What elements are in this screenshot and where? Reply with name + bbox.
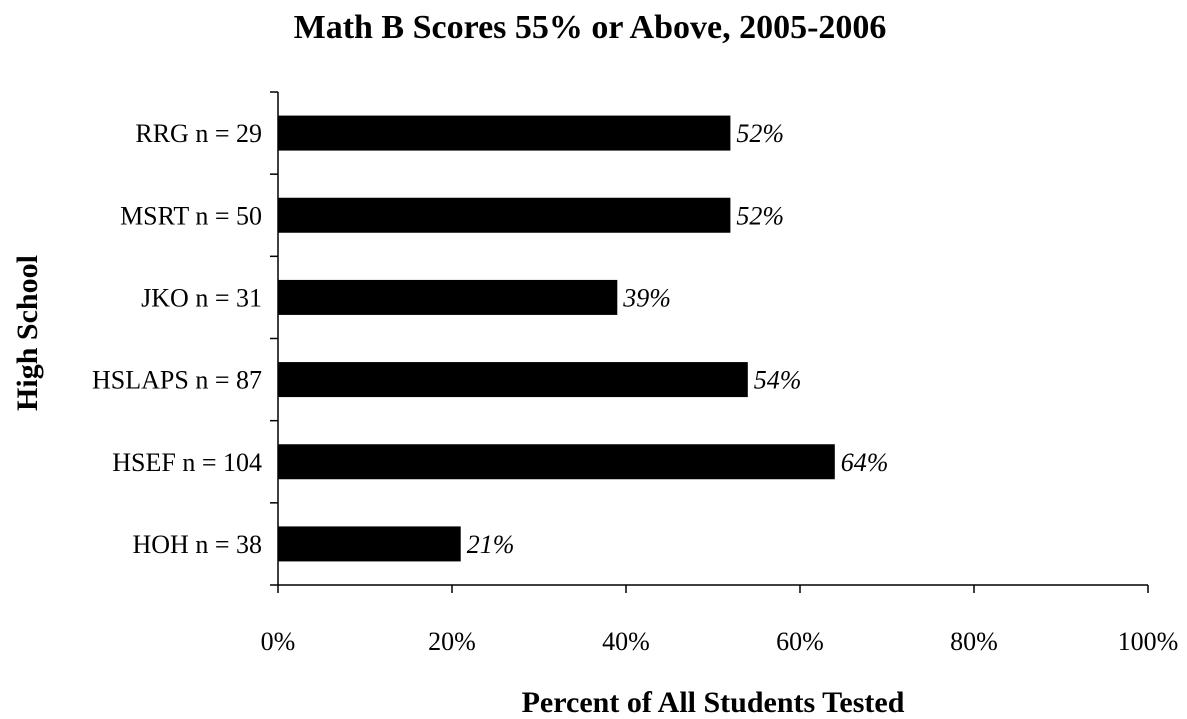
x-tick-label: 40% <box>602 627 650 656</box>
x-tick-label: 20% <box>428 627 476 656</box>
bar <box>278 279 618 315</box>
bar <box>278 197 731 233</box>
x-tick-label: 80% <box>950 627 998 656</box>
bar <box>278 362 748 398</box>
bar <box>278 444 835 480</box>
data-label: 52% <box>736 119 784 148</box>
category-label: JKO n = 31 <box>141 283 262 312</box>
data-label: 52% <box>736 201 784 230</box>
plot-area: 0% 20% 40% 60% 80% 100% RRG n = 29 52% MSRT n = … <box>92 91 1179 656</box>
category-label: HSEF n = 104 <box>112 448 262 477</box>
x-axis-title: Percent of All Students Tested <box>522 686 905 719</box>
y-axis-title: High School <box>11 255 44 411</box>
category-label: RRG n = 29 <box>135 119 262 148</box>
category-label: HSLAPS n = 87 <box>92 366 262 395</box>
data-label: 54% <box>754 366 802 395</box>
x-tick-label: 100% <box>1118 627 1179 656</box>
data-label: 39% <box>622 283 671 312</box>
x-tick-label: 60% <box>776 627 824 656</box>
data-label: 64% <box>841 448 889 477</box>
category-label: HOH n = 38 <box>133 530 263 559</box>
bar <box>278 526 461 562</box>
chart-title: Math B Scores 55% or Above, 2005-2006 <box>294 9 887 46</box>
category-label: MSRT n = 50 <box>120 201 262 230</box>
bar <box>278 115 731 151</box>
data-label: 21% <box>467 530 515 559</box>
x-tick-label: 0% <box>261 627 296 656</box>
